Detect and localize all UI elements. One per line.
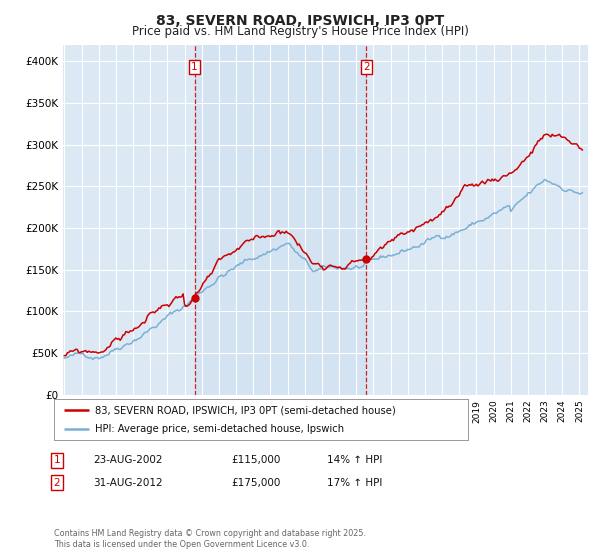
Text: 31-AUG-2012: 31-AUG-2012 [93, 478, 163, 488]
Text: 83, SEVERN ROAD, IPSWICH, IP3 0PT (semi-detached house): 83, SEVERN ROAD, IPSWICH, IP3 0PT (semi-… [95, 405, 396, 415]
Text: HPI: Average price, semi-detached house, Ipswich: HPI: Average price, semi-detached house,… [95, 424, 344, 433]
Text: Contains HM Land Registry data © Crown copyright and database right 2025.
This d: Contains HM Land Registry data © Crown c… [54, 529, 366, 549]
Text: £175,000: £175,000 [231, 478, 280, 488]
Text: 14% ↑ HPI: 14% ↑ HPI [327, 455, 382, 465]
Text: 1: 1 [53, 455, 61, 465]
Text: Price paid vs. HM Land Registry's House Price Index (HPI): Price paid vs. HM Land Registry's House … [131, 25, 469, 38]
Text: 23-AUG-2002: 23-AUG-2002 [93, 455, 163, 465]
Bar [194, 45, 366, 395]
Text: 1: 1 [191, 62, 198, 72]
Text: 2: 2 [363, 62, 370, 72]
Text: £115,000: £115,000 [231, 455, 280, 465]
Text: 83, SEVERN ROAD, IPSWICH, IP3 0PT: 83, SEVERN ROAD, IPSWICH, IP3 0PT [156, 14, 444, 28]
Text: 2: 2 [53, 478, 61, 488]
Text: 17% ↑ HPI: 17% ↑ HPI [327, 478, 382, 488]
